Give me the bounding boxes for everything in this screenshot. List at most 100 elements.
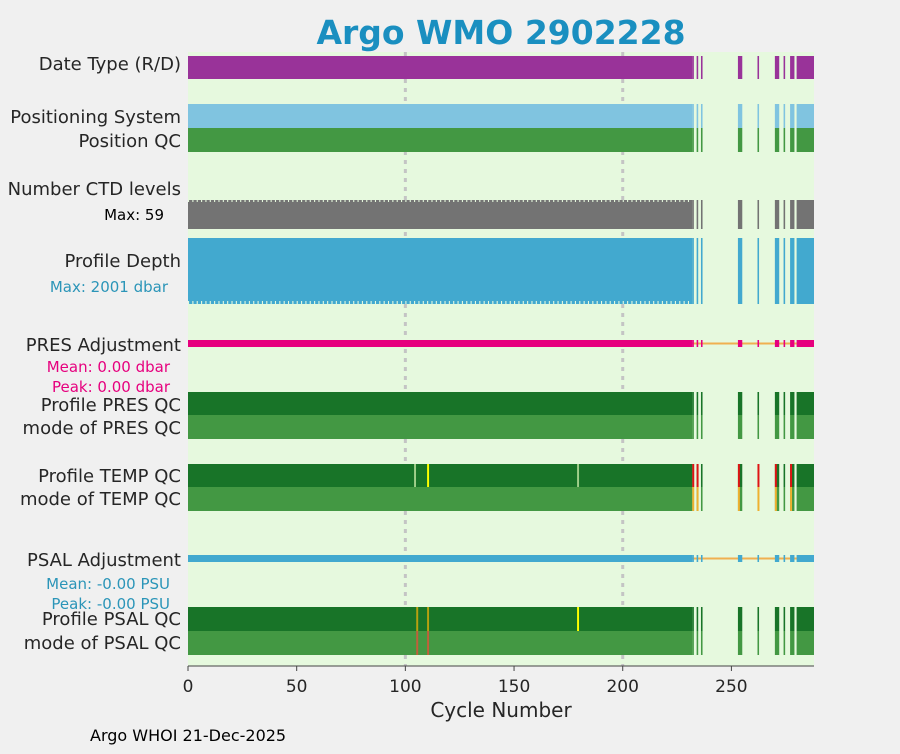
mode-pres-qc-bar-0 (188, 415, 693, 439)
profile-depth-notch (557, 301, 559, 304)
positioning-system-bar-5 (757, 104, 760, 128)
profile-pres-qc-bar-4 (737, 392, 743, 415)
profile-depth-notch (235, 301, 237, 304)
n-ctd-levels-bar-8 (790, 200, 795, 229)
mode-temp-qc-label: mode of TEMP QC (20, 489, 181, 510)
n-ctd-levels-notch (479, 200, 481, 202)
mode-temp-qc-flag-278 (790, 487, 793, 511)
profile-psal-qc-flag-106 (416, 607, 419, 631)
profile-depth-notch (587, 301, 590, 304)
profile-depth-notch (240, 301, 242, 304)
profile-depth-notch (679, 301, 681, 304)
date-type-bar-5 (757, 56, 760, 79)
mode-psal-qc-bar-6 (774, 631, 780, 655)
n-ctd-levels-notch (544, 200, 546, 202)
positioning-system-bar-3 (700, 104, 703, 128)
n-ctd-levels-notch (348, 200, 350, 202)
profile-depth-notch (248, 301, 250, 304)
mode-psal-qc-bar-9 (796, 631, 814, 655)
n-ctd-levels-notch (392, 200, 394, 202)
profile-pres-qc-bar-0 (188, 392, 693, 415)
n-ctd-levels-notch (274, 200, 277, 202)
profile-depth-variation (188, 301, 690, 304)
n-ctd-levels-bar-6 (774, 200, 780, 229)
n-ctd-levels-row (188, 200, 814, 229)
profile-depth-notch (361, 301, 363, 304)
profile-pres-qc-bar-9 (796, 392, 814, 415)
mode-psal-qc-bar-2 (696, 631, 699, 655)
n-ctd-levels-notch (353, 200, 355, 202)
profile-psal-qc-bar-2 (696, 607, 699, 631)
n-ctd-levels-notch (431, 200, 433, 202)
profile-depth-notch (600, 301, 603, 304)
profile-psal-qc-bar-8 (790, 607, 795, 631)
n-ctd-levels-notch (305, 200, 307, 202)
mode-pres-qc-row (188, 415, 814, 439)
date-type-bar-8 (790, 56, 795, 79)
footer-credit: Argo WHOI 21-Dec-2025 (90, 726, 286, 745)
n-ctd-levels-notch (683, 200, 685, 202)
profile-depth-notch (370, 301, 372, 304)
profile-temp-qc-bar-9 (796, 464, 814, 487)
profile-depth-notch (301, 301, 303, 304)
profile-depth-notch (496, 301, 498, 304)
profile-depth-notch (253, 301, 255, 304)
pres-adjustment-row (188, 340, 814, 347)
profile-depth-bar-3 (700, 238, 703, 304)
n-ctd-levels-notch (414, 200, 416, 202)
mode-psal-qc-bar-3 (700, 631, 703, 655)
psal-adjustment-bar-9 (796, 555, 814, 562)
n-ctd-levels-notch (474, 200, 477, 202)
n-ctd-levels-notch (553, 200, 555, 202)
date-type-bar-7 (783, 56, 786, 79)
profile-depth-notch (257, 301, 259, 304)
n-ctd-levels-notch (444, 200, 446, 202)
profile-depth-notch (422, 301, 424, 304)
profile-depth-notch (522, 301, 524, 304)
profile-depth-notch (670, 301, 672, 304)
positioning-system-bar-1 (692, 104, 694, 128)
n-ctd-levels-notch (235, 200, 237, 202)
pres-adjustment-bar-7 (783, 340, 786, 347)
n-ctd-levels-notch (240, 200, 242, 202)
positioning-system-bar-9 (796, 104, 814, 128)
n-ctd-levels-notch (396, 200, 398, 202)
positioning-system-row (188, 104, 814, 128)
n-ctd-levels-notch (566, 200, 568, 202)
positioning-system-label: Positioning System (10, 107, 181, 128)
n-ctd-levels-notch (244, 200, 246, 202)
profile-depth-notch (666, 301, 668, 304)
profile-depth-notch (674, 301, 676, 304)
mode-psal-qc-label: mode of PSAL QC (24, 633, 181, 654)
n-ctd-levels-notch (496, 200, 498, 202)
position-qc-bar-1 (692, 128, 694, 152)
n-ctd-levels-notch (509, 200, 511, 202)
profile-depth-notch (292, 301, 294, 304)
profile-psal-qc-bar-3 (700, 607, 703, 631)
profile-pres-qc-bar-8 (790, 392, 795, 415)
profile-depth-notch (579, 301, 581, 304)
profile-depth-notch (309, 301, 311, 304)
profile-depth-notch (457, 301, 459, 304)
positioning-system-bar-2 (696, 104, 699, 128)
n-ctd-levels-notch (357, 200, 359, 202)
profile-temp-qc-bar-4 (737, 464, 743, 487)
profile-depth-notch (648, 301, 650, 304)
profile-depth-notch (227, 301, 229, 304)
profile-temp-qc-bar-0 (188, 464, 693, 487)
profile-depth-notch (640, 301, 642, 304)
mode-temp-qc-flag-263 (757, 487, 760, 511)
n-ctd-levels-notch (196, 200, 198, 202)
pres-adjustment-bar-0 (188, 340, 693, 347)
n-ctd-levels-notch (301, 200, 303, 202)
x-axis-ticks: 0 50 100 150 200 250 (183, 666, 748, 697)
positioning-system-bar-6 (774, 104, 780, 128)
n-ctd-levels-notch (600, 200, 603, 202)
profile-psal-qc-flag-111 (427, 607, 430, 631)
profile-depth-notch (222, 301, 224, 304)
position-qc-bar-5 (757, 128, 760, 152)
profile-depth-bar-5 (757, 238, 760, 304)
mode-temp-qc-bar-4 (737, 487, 743, 511)
profile-depth-notch (653, 301, 655, 304)
n-ctd-levels-notch (427, 200, 429, 202)
